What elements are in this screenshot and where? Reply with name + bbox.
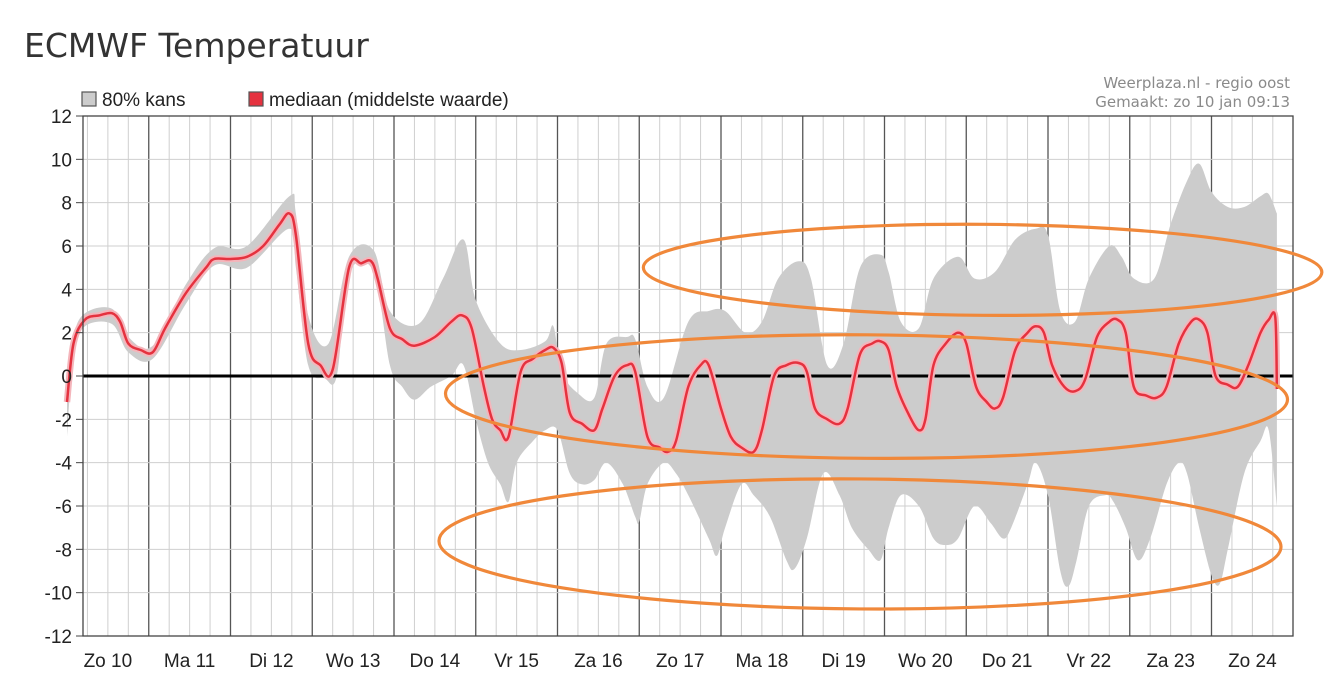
x-tick-label: Ma 11: [164, 651, 215, 672]
x-tick-label: Zo 17: [656, 651, 705, 672]
y-tick-label: 10: [51, 150, 72, 171]
y-tick-label: -6: [55, 497, 72, 518]
median-line: [65, 211, 1279, 454]
annotation-ellipse: [641, 222, 1324, 317]
x-tick-label: Wo 20: [898, 651, 953, 672]
x-tick-label: Za 16: [574, 651, 623, 672]
annotation-ellipses: [437, 222, 1324, 611]
x-tick-label: Di 19: [821, 651, 865, 672]
legend-label-band: 80% kans: [102, 90, 185, 111]
credit-line-1: Weerplaza.nl - regio oost: [1103, 74, 1290, 92]
x-tick-label: Vr 22: [1067, 651, 1112, 672]
y-tick-label: -2: [55, 410, 72, 431]
y-tick-label: -4: [55, 454, 72, 475]
legend-label-median: mediaan (middelste waarde): [269, 90, 509, 111]
y-tick-label: 12: [51, 107, 72, 128]
annotation-ellipse: [443, 333, 1290, 461]
legend-swatch-band: [81, 91, 97, 107]
y-tick-label: 2: [61, 324, 72, 345]
x-tick-label: Di 12: [249, 651, 293, 672]
x-tick-label: Zo 24: [1228, 651, 1277, 672]
x-tick-labels: Zo 10 Ma 11 Di 12 Wo 13 Do 14 Vr 15 Za 16 Zo 17…: [84, 651, 1278, 672]
y-tick-label: 0: [61, 367, 72, 388]
x-tick-label: Za 23: [1146, 651, 1195, 672]
y-tick-label: -10: [45, 584, 72, 605]
y-tick-label: 6: [61, 237, 72, 258]
x-tick-label: Ma 18: [735, 651, 788, 672]
legend-swatch-median: [248, 91, 264, 107]
y-tick-label: 8: [61, 194, 72, 215]
x-tick-label: Do 14: [410, 651, 461, 672]
y-tick-label: -12: [45, 627, 72, 648]
legend: 80% kans mediaan (middelste waarde): [81, 90, 509, 111]
page-title: ECMWF Temperatuur: [24, 26, 369, 65]
annotation-ellipse: [437, 477, 1283, 611]
x-tick-label: Do 21: [982, 651, 1033, 672]
y-tick-label: -8: [55, 540, 72, 561]
y-tick-label: 4: [61, 280, 72, 301]
x-tick-label: Wo 13: [326, 651, 381, 672]
x-tick-label: Vr 15: [494, 651, 539, 672]
x-tick-label: Zo 10: [84, 651, 133, 672]
y-tick-labels: 12 10 8 6 4 2 0 -2 -4 -6 -8 -10 -12: [45, 107, 83, 648]
credit-line-2: Gemaakt: zo 10 jan 09:13: [1095, 93, 1290, 111]
